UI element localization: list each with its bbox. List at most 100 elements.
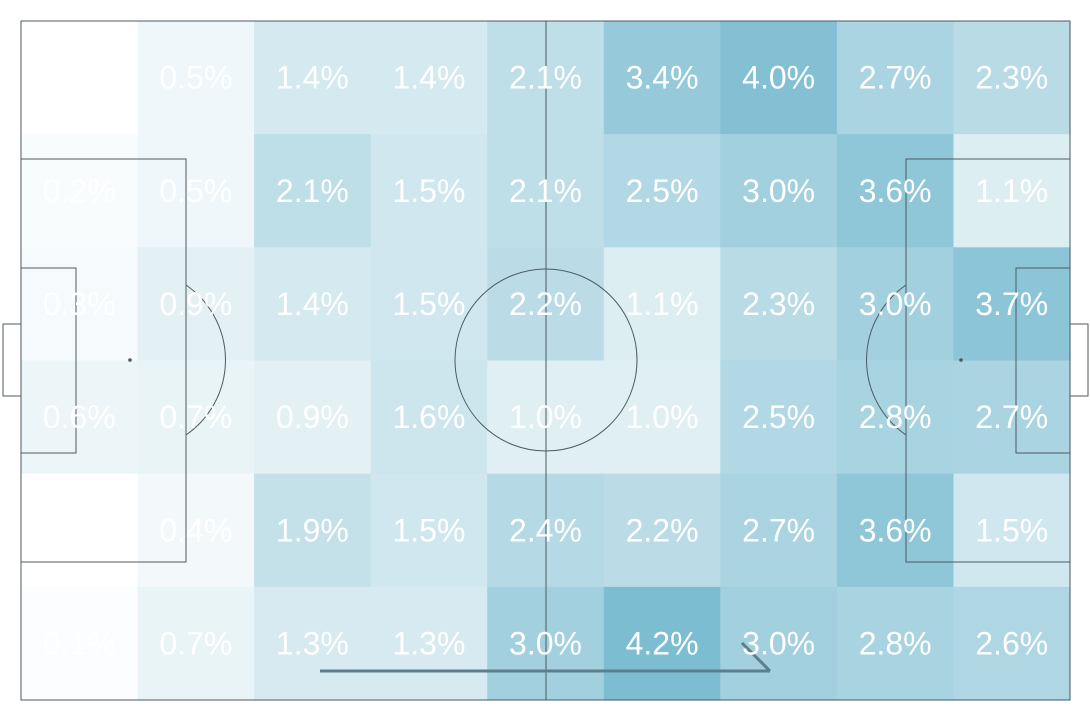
heatmap-label-r2-c3: 2.1% [276,173,349,209]
heatmap-cell-r3-c8 [836,247,955,362]
heatmap-cell-r5-c8 [836,473,955,588]
heatmap-label-r5-c4: 1.5% [392,512,465,548]
heatmap-label-r6-c3: 1.3% [276,625,349,661]
heatmap-label-r1-c5: 2.1% [509,60,582,96]
heatmap-label-r3-c2: 0.9% [159,286,232,322]
heatmap-cell-r5-c7 [720,473,838,588]
heatmap-cell-r6-c9 [953,586,1071,701]
left-penalty-spot [128,358,132,362]
centre-circle [454,268,638,452]
heatmap-label-r5-c2: 0.4% [159,512,232,548]
heatmap-cell-r2-c9 [953,134,1071,248]
heatmap-cell-r4-c7 [720,360,838,475]
heatmap-label-r4-c5: 1.0% [509,399,582,435]
heatmap-label-r3-c1: 0.3% [43,286,116,322]
heatmap-cell-r4-c6 [603,360,721,475]
heatmap-label-r4-c6: 1.0% [626,399,699,435]
heatmap-label-r6-c9: 2.6% [975,625,1048,661]
heatmap-label-r5-c6: 2.2% [626,512,699,548]
right-penalty-arc [866,284,907,436]
heatmap-label-r1-c6: 3.4% [626,60,699,96]
heatmap-label-r1-c4: 1.4% [392,60,465,96]
heatmap-label-r3-c3: 1.4% [276,286,349,322]
heatmap-cell-r2-c8 [836,134,955,248]
heatmap-cell-r3-c4 [370,247,488,362]
heatmap-label-r6-c6: 4.2% [626,625,699,661]
heatmap-label-r5-c5: 2.4% [509,512,582,548]
heatmap-cell-r4-c1 [21,360,139,475]
heatmap-label-r6-c4: 1.3% [392,625,465,661]
heatmap-label-r2-c6: 2.5% [626,173,699,209]
heatmap-cell-r1-c6 [603,21,721,135]
heatmap-label-r3-c8: 3.0% [859,286,932,322]
heatmap-label-r5-c3: 1.9% [276,512,349,548]
heatmap-cell-r3-c9 [953,247,1071,362]
heatmap-label-r3-c7: 2.3% [742,286,815,322]
heatmap-cell-r5-c4 [370,473,488,588]
heatmap-label-r1-c8: 2.7% [859,60,932,96]
heatmap-label-r6-c5: 3.0% [509,625,582,661]
heatmap-cell-r3-c7 [720,247,838,362]
heatmap-cell-r2-c1 [21,134,139,248]
heatmap-label-r5-c9: 1.5% [975,512,1048,548]
heatmap-label-r4-c2: 0.7% [159,399,232,435]
heatmap-label-r1-c2: 0.5% [159,60,232,96]
heatmap-cell-r1-c2 [137,21,255,135]
heatmap-label-r1-c3: 1.4% [276,60,349,96]
heatmap-label-r2-c8: 3.6% [859,173,932,209]
heatmap-label-r1-c9: 2.3% [975,60,1048,96]
heatmap-label-r4-c4: 1.6% [392,399,465,435]
heatmap-cell-r6-c2 [137,586,255,701]
heatmap-cell-r6-c6 [603,586,721,701]
heatmap-cell-r5-c1 [21,473,139,588]
heatmap-label-r4-c1: 0.6% [43,399,116,435]
heatmap-cell-r3-c1 [21,247,139,362]
heatmap-label-r4-c7: 2.5% [742,399,815,435]
right-penalty-spot [959,358,963,362]
heatmap-cell-r1-c7 [720,21,838,135]
attack-direction-arrow [320,641,772,673]
heatmap-cell-r5-c2 [137,473,255,588]
heatmap-cell-r6-c4 [370,586,488,701]
heatmap-label-r2-c9: 1.1% [975,173,1048,209]
heatmap-label-r3-c5: 2.2% [509,286,582,322]
heatmap-label-r6-c2: 0.7% [159,625,232,661]
heatmap-cell-r2-c4 [370,134,488,248]
heatmap-cell-r1-c1 [21,21,139,135]
heatmap-cell-r2-c2 [137,134,255,248]
heatmap-label-r6-c7: 3.0% [742,625,815,661]
heatmap-label-r6-c8: 2.8% [859,625,932,661]
heatmap-cell-r1-c4 [370,21,488,135]
heatmap-cell-r6-c8 [836,586,955,701]
heatmap-cell-r1-c9 [953,21,1071,135]
heatmap-cell-r6-c1 [21,586,139,701]
heatmap-label-r4-c8: 2.8% [859,399,932,435]
right-goal [1069,323,1089,397]
left-goal [2,323,22,397]
heatmap-cell-r2-c6 [603,134,721,248]
heatmap-label-r5-c8: 3.6% [859,512,932,548]
heatmap-cell-r4-c9 [953,360,1071,475]
heatmap-cell-r2-c3 [254,134,372,248]
heatmap-label-r2-c2: 0.5% [159,173,232,209]
heatmap-cell-r1-c8 [836,21,955,135]
heatmap-label-r3-c4: 1.5% [392,286,465,322]
heatmap-label-r2-c7: 3.0% [742,173,815,209]
heatmap-cell-r4-c2 [137,360,255,475]
heatmap-label-r3-c9: 3.7% [975,286,1048,322]
heatmap-cell-r5-c3 [254,473,372,588]
heatmap-label-r5-c7: 2.7% [742,512,815,548]
heatmap-label-r1-c7: 4.0% [742,60,815,96]
heatmap-cell-r3-c3 [254,247,372,362]
heatmap-label-r3-c6: 1.1% [626,286,699,322]
heatmap-cell-r3-c2 [137,247,255,362]
heatmap-labels: 0.5% 1.4% 1.4% 2.1% 3.4% 4.0% 2.7% 2.3% 0.2% 0.5%… [43,60,1048,662]
heatmap-cell-r4-c8 [836,360,955,475]
heatmap-cell-r6-c3 [254,586,372,701]
pitch-lines [2,20,1089,701]
heatmap-cell-r6-c7 [720,586,838,701]
heatmap-label-r4-c3: 0.9% [276,399,349,435]
heatmap-cell-r2-c7 [720,134,838,248]
heatmap-cell-r4-c4 [370,360,488,475]
